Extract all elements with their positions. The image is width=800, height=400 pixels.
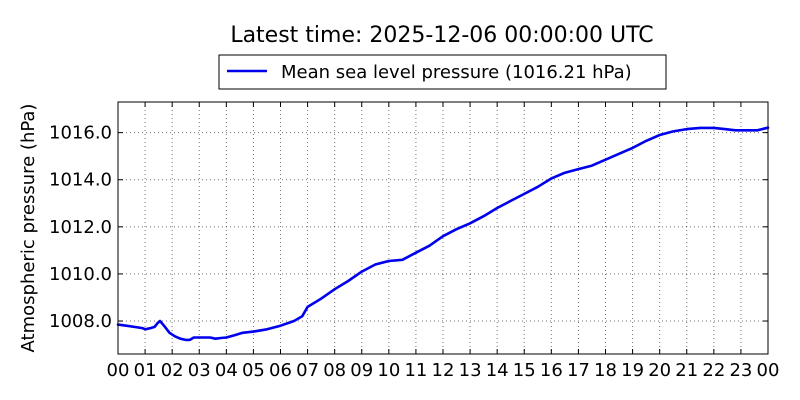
series-line <box>116 126 770 342</box>
x-tick-label: 15 <box>513 360 536 381</box>
plot-frame <box>117 101 769 355</box>
grid <box>118 102 768 354</box>
x-tick-label: 07 <box>296 360 319 381</box>
axis-ticks <box>117 102 769 354</box>
x-tick-label: 21 <box>675 360 698 381</box>
chart-title: Latest time: 2025-12-06 00:00:00 UTC <box>230 23 653 48</box>
x-tick-label: 04 <box>215 360 238 381</box>
x-tick-label: 00 <box>107 360 130 381</box>
x-tick-label: 22 <box>702 360 725 381</box>
x-tick-label: 09 <box>350 360 373 381</box>
x-tick-label: 19 <box>621 360 644 381</box>
x-tick-label: 16 <box>540 360 563 381</box>
x-tick-label: 11 <box>404 360 427 381</box>
x-tick-label: 13 <box>459 360 482 381</box>
x-tick-label: 02 <box>161 360 184 381</box>
x-tick-label: 00 <box>757 360 780 381</box>
y-axis-label: Atmospheric pressure (hPa) <box>18 104 39 353</box>
x-tick-label: 05 <box>242 360 265 381</box>
x-axis-tick-labels: 00 01 02 03 04 05 06 07 08 09 10 11 12 13 14 15 16 17 18 19… <box>107 360 780 381</box>
x-tick-label: 10 <box>377 360 400 381</box>
y-tick-label: 1012.0 <box>49 217 112 238</box>
legend-box <box>218 54 667 90</box>
y-tick-label: 1008.0 <box>49 311 112 332</box>
x-tick-label: 06 <box>269 360 292 381</box>
y-axis-tick-labels: 1008.0 1010.0 1012.0 1014.0 1016.0 <box>49 123 112 332</box>
x-tick-label: 14 <box>486 360 509 381</box>
series-group <box>116 126 770 342</box>
y-tick-label: 1014.0 <box>49 170 112 191</box>
legend-label: Mean sea level pressure (1016.21 hPa) <box>281 62 632 83</box>
x-tick-label: 20 <box>648 360 671 381</box>
y-tick-label: 1010.0 <box>49 264 112 285</box>
x-tick-label: 08 <box>323 360 346 381</box>
x-tick-label: 01 <box>134 360 157 381</box>
x-tick-label: 18 <box>594 360 617 381</box>
x-tick-label: 03 <box>188 360 211 381</box>
x-tick-label: 17 <box>567 360 590 381</box>
x-tick-label: 12 <box>432 360 455 381</box>
legend: Mean sea level pressure (1016.21 hPa) <box>218 54 667 90</box>
y-tick-label: 1016.0 <box>49 123 112 144</box>
x-tick-label: 23 <box>729 360 752 381</box>
